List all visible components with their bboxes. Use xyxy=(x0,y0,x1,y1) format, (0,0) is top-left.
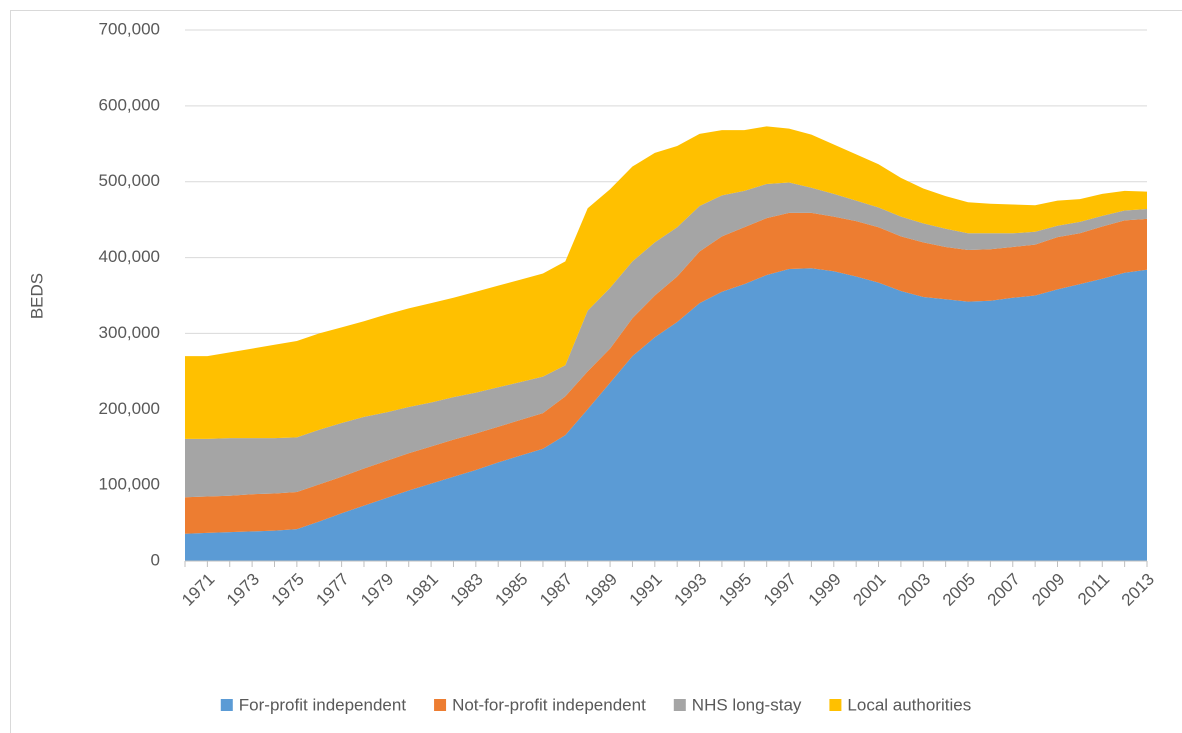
y-tick-label: 200,000 xyxy=(99,399,160,418)
area xyxy=(185,268,1147,561)
area xyxy=(185,212,1147,534)
legend-label: For-profit independent xyxy=(239,695,407,714)
x-tick-label: 2009 xyxy=(1028,570,1068,610)
x-tick-label: 2007 xyxy=(984,570,1024,610)
x-tick-label: 1989 xyxy=(581,570,621,610)
x-tick-label: 1979 xyxy=(357,570,397,610)
x-tick-label: 1983 xyxy=(447,570,487,610)
x-tick-label: 2003 xyxy=(894,570,934,610)
x-tick-label: 2005 xyxy=(939,570,979,610)
x-tick-label: 2013 xyxy=(1118,570,1158,610)
y-tick-label: 700,000 xyxy=(99,19,160,38)
x-tick-label: 1973 xyxy=(223,570,263,610)
x-tick-label: 2011 xyxy=(1074,570,1113,609)
legend-swatch xyxy=(434,699,447,711)
legend-swatch xyxy=(673,699,686,711)
area xyxy=(185,126,1147,439)
y-tick-label: 600,000 xyxy=(99,95,160,114)
x-tick-label: 1981 xyxy=(402,570,442,610)
x-tick-label: 1995 xyxy=(715,570,755,610)
x-tick-label: 1971 xyxy=(178,570,218,610)
y-tick-label: 0 xyxy=(151,550,160,569)
legend-swatch xyxy=(829,699,842,711)
x-tick-label: 2001 xyxy=(849,570,889,610)
x-tick-label: 1975 xyxy=(268,570,308,610)
x-tick-label: 1999 xyxy=(805,570,845,610)
y-tick-label: 400,000 xyxy=(99,247,160,266)
x-tick-label: 1977 xyxy=(312,570,352,610)
y-tick-label: 300,000 xyxy=(99,323,160,342)
legend-label: Not-for-profit independent xyxy=(452,695,646,714)
legend-label: Local authorities xyxy=(847,695,971,714)
x-tick-label: 1987 xyxy=(536,570,576,610)
chart-border xyxy=(10,10,1182,733)
legend-label: NHS long-stay xyxy=(692,695,802,714)
x-tick-label: 1993 xyxy=(670,570,710,610)
y-axis-label: BEDS xyxy=(27,273,46,319)
area xyxy=(185,182,1147,498)
y-tick-label: 500,000 xyxy=(99,171,160,190)
y-tick-label: 100,000 xyxy=(99,475,160,494)
legend-swatch xyxy=(220,699,233,711)
x-tick-label: 1985 xyxy=(491,570,531,610)
x-tick-label: 1991 xyxy=(626,570,666,610)
x-tick-label: 1997 xyxy=(760,570,800,610)
